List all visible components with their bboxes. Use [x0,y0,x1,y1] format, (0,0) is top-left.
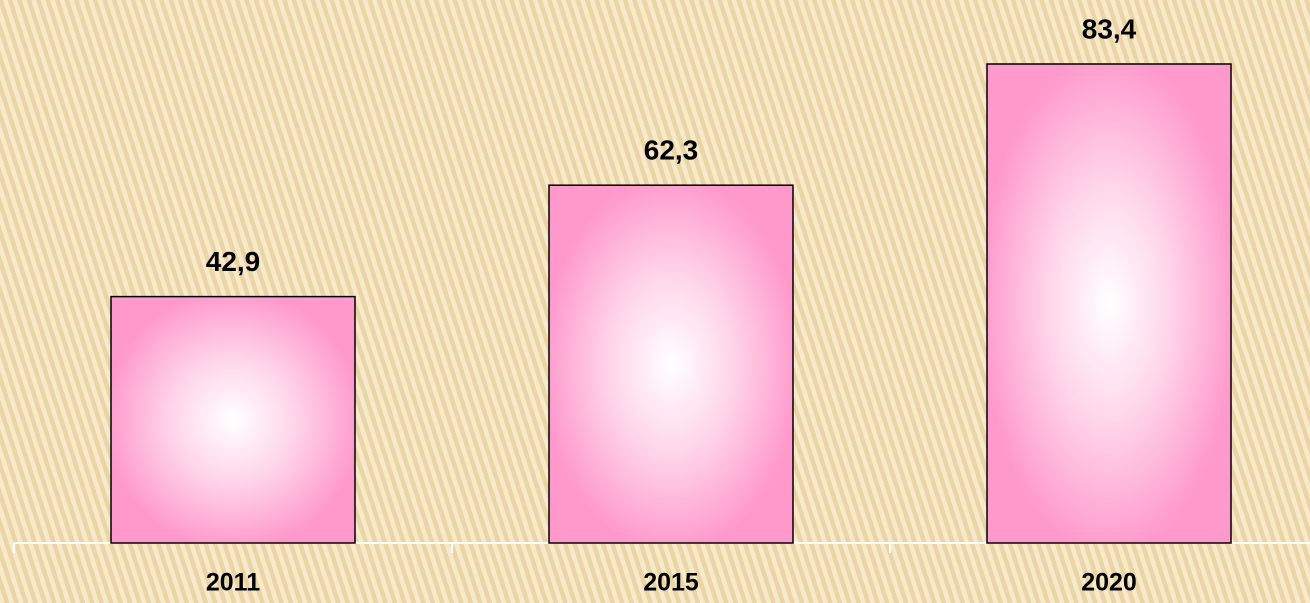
data-label: 42,9 [206,246,261,277]
bar [548,184,794,544]
data-label: 62,3 [644,135,699,166]
x-tick-label: 2020 [1081,569,1137,597]
bar [986,63,1232,544]
bar [110,295,356,544]
x-tick-label: 2015 [643,569,699,597]
data-label: 83,4 [1082,13,1137,44]
x-tick-label: 2011 [206,569,260,597]
